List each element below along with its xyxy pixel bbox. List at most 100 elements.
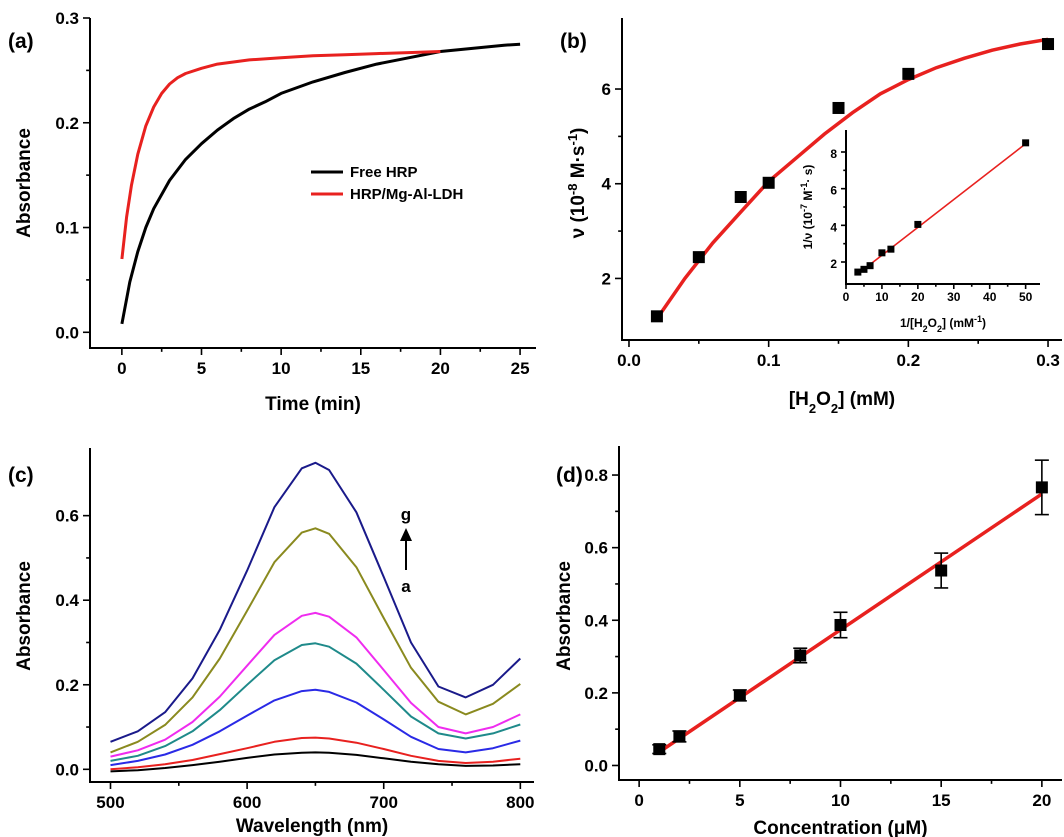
series-line-g — [110, 461, 521, 743]
y-tick-label: 0.1 — [55, 219, 79, 238]
x-tick-label: 800 — [506, 793, 534, 812]
y-tick-label: 4 — [602, 175, 612, 194]
inset-data-point — [887, 245, 895, 253]
y-tick-label: 0.2 — [584, 684, 608, 703]
x-axis-title: Wavelength (nm) — [236, 816, 388, 837]
data-point — [762, 176, 775, 189]
x-axis-title: [H2O2] (mM) — [789, 389, 895, 416]
y-tick-label: 0.6 — [584, 539, 608, 558]
inset-data-point — [914, 220, 922, 228]
data-point — [935, 564, 948, 577]
inset-data-point — [878, 249, 886, 257]
x-tick-label: 5 — [197, 359, 206, 378]
data-point — [673, 730, 686, 743]
x-tick-label: 20 — [911, 290, 925, 304]
y-tick-label: 0.4 — [55, 591, 79, 610]
y-axis-title: Absorbance — [554, 561, 575, 671]
annotation-top-label: g — [401, 505, 411, 524]
y-tick-label: 6 — [602, 80, 611, 99]
fit-curve — [655, 37, 1049, 320]
y-tick-label: 2 — [830, 257, 837, 271]
x-tick-label: 30 — [947, 290, 961, 304]
axis-frame — [618, 446, 1062, 781]
panel-c: (c) 500 600 700 800 0.0 0.2 0.4 0.6 Wavelength (… — [8, 448, 535, 837]
inset-fit-line — [857, 143, 1027, 275]
x-tick-label: 20 — [431, 359, 450, 378]
y-tick-label: 6 — [830, 184, 837, 198]
panel-b-label: (b) — [560, 30, 587, 53]
x-axis-title: Concentration (μM) — [753, 818, 927, 837]
data-point — [832, 101, 845, 114]
series-line-d — [110, 642, 521, 762]
data-point — [734, 190, 747, 203]
y-tick-label: 0.2 — [55, 114, 79, 133]
data-point — [692, 251, 705, 264]
panel-c-label: (c) — [8, 464, 34, 487]
inset-y-axis-title: 1/ν (10-7 M-1· s) — [799, 165, 815, 250]
x-tick-label: 500 — [96, 793, 124, 812]
y-tick-label: 4 — [830, 220, 837, 234]
axis-frame — [89, 448, 534, 783]
x-tick-label: 0 — [843, 290, 850, 304]
y-tick-label: 0.3 — [55, 9, 79, 28]
x-tick-label: 15 — [932, 791, 951, 810]
annotation-arrow-head — [400, 528, 412, 541]
panel-b-inset: 0 10 20 30 40 50 2 4 6 8 1/[H2O2] (mM-1) 1/ν (10-7 … — [799, 130, 1040, 334]
y-tick-label: 0.8 — [584, 466, 608, 485]
data-point — [653, 743, 666, 756]
x-tick-label: 5 — [735, 791, 744, 810]
x-tick-label: 10 — [831, 791, 850, 810]
x-tick-label: 0.3 — [1036, 351, 1060, 370]
x-tick-label: 10 — [272, 359, 291, 378]
x-tick-label: 10 — [875, 290, 889, 304]
x-tick-label: 0 — [634, 791, 643, 810]
legend-label-hrp-ldh: HRP/Mg-Al-LDH — [350, 186, 463, 203]
data-point — [794, 649, 807, 662]
series-line-free-hrp — [120, 42, 521, 325]
x-tick-label: 25 — [511, 359, 530, 378]
x-axis-title: Time (min) — [265, 394, 361, 415]
inset-data-point — [866, 262, 874, 270]
axis-frame — [621, 18, 1062, 341]
panel-d-label: (d) — [556, 464, 583, 487]
data-point — [650, 310, 663, 323]
x-tick-label: 15 — [351, 359, 370, 378]
y-tick-label: 0.0 — [55, 760, 79, 779]
y-tick-label: 0.6 — [55, 507, 79, 526]
x-tick-label: 50 — [1019, 290, 1033, 304]
y-tick-label: 0.4 — [584, 611, 608, 630]
y-tick-label: 2 — [602, 269, 611, 288]
x-tick-label: 0.1 — [757, 351, 781, 370]
series-line-f — [110, 527, 521, 754]
panel-a-label: (a) — [8, 30, 34, 53]
x-tick-label: 0.2 — [897, 351, 921, 370]
y-tick-label: 8 — [830, 147, 837, 161]
y-tick-label: 0.0 — [584, 756, 608, 775]
series-line-c — [110, 688, 521, 767]
x-tick-label: 0.0 — [617, 351, 641, 370]
fit-line — [658, 492, 1043, 754]
series-line-e — [110, 611, 521, 758]
y-axis-title: ν (10-8 M·s-1) — [565, 128, 590, 239]
series-line-hrp-ldh — [120, 50, 441, 260]
x-tick-label: 700 — [370, 793, 398, 812]
axis-frame — [89, 18, 536, 349]
inset-data-point — [854, 268, 862, 276]
data-point — [1035, 481, 1048, 494]
inset-data-point — [860, 265, 868, 273]
data-point — [834, 618, 847, 631]
panel-b: (b) 0.0 0.1 0.2 0.3 2 4 6 [H2O2] (mM) ν (10-8 M·… — [560, 18, 1062, 416]
y-tick-label: 0.2 — [55, 676, 79, 695]
y-axis-title: Absorbance — [14, 128, 35, 238]
y-axis-title: Absorbance — [14, 561, 35, 671]
panel-a-legend: Free HRP HRP/Mg-Al-LDH — [311, 164, 463, 203]
x-tick-label: 20 — [1032, 791, 1051, 810]
x-tick-label: 40 — [983, 290, 997, 304]
annotation-bottom-label: a — [401, 577, 411, 596]
inset-x-axis-title: 1/[H2O2] (mM-1) — [900, 314, 986, 334]
series-line-b — [110, 736, 521, 771]
panel-d: (d) 0 5 10 15 20 0.0 0.2 0.4 0.6 0.8 Concentration… — [554, 446, 1062, 837]
panel-c-annotation: ga — [400, 505, 412, 596]
y-tick-label: 0.0 — [55, 323, 79, 342]
